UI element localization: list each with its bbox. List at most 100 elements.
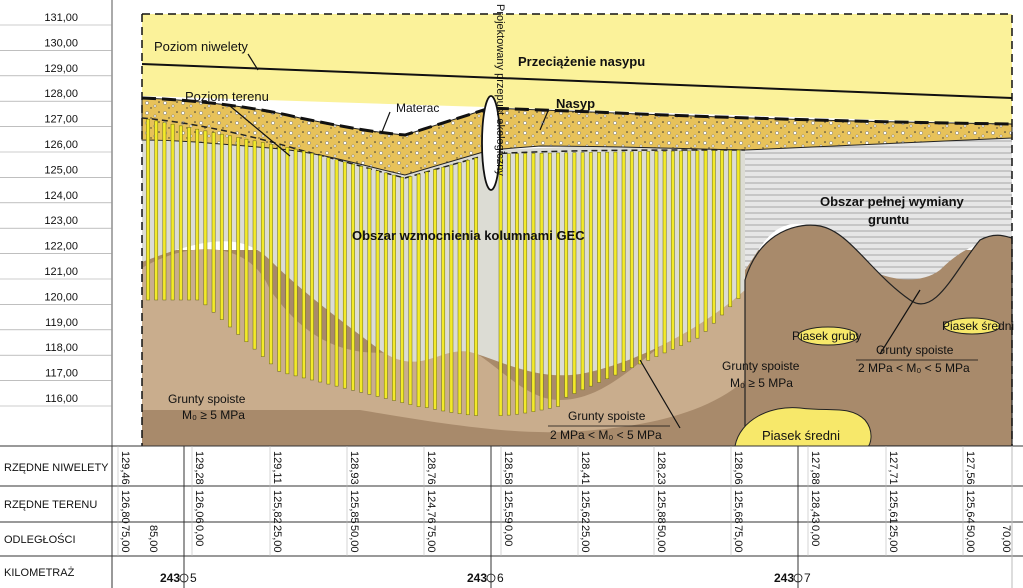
elevation-label: 131,00 bbox=[44, 12, 78, 24]
gec-column bbox=[236, 137, 241, 335]
gec-column bbox=[670, 150, 675, 350]
elevation-label: 118,00 bbox=[45, 342, 78, 354]
gec-column bbox=[228, 135, 232, 328]
elevation-label: 117,00 bbox=[45, 368, 78, 380]
culvert-label: Projektowany przepust ekologiczny bbox=[494, 4, 506, 176]
gec-column bbox=[219, 133, 224, 320]
ground-elevation-cell: 124,76 bbox=[425, 490, 437, 524]
gec-column bbox=[408, 176, 413, 405]
ground-level-label: Poziom terenu bbox=[185, 89, 269, 104]
grade-elevation-cell: 129,11 bbox=[271, 451, 283, 484]
distance-cell: 50,00 bbox=[348, 525, 360, 553]
gec-column bbox=[195, 128, 200, 301]
drawing-labels: Poziom niwelety Przeciążenie nasypu Pozi… bbox=[154, 4, 1014, 443]
embankment-label: Nasyp bbox=[556, 96, 595, 111]
gec-columns bbox=[146, 118, 741, 416]
gec-column bbox=[310, 152, 314, 381]
gec-column bbox=[351, 163, 355, 391]
sand-lens-coarse bbox=[797, 326, 859, 346]
sand-lens-medium bbox=[943, 317, 1001, 335]
medium-sand-label-large: Piasek średni bbox=[762, 428, 840, 443]
cohesive-left-line1: Grunty spoiste bbox=[168, 392, 246, 406]
chainage-hm: 7 bbox=[804, 571, 811, 585]
gec-column bbox=[178, 125, 183, 301]
distance-cell: 70,00 bbox=[1000, 525, 1012, 553]
grade-level-label: Poziom niwelety bbox=[154, 39, 248, 54]
replacement-label-line2: gruntu bbox=[868, 212, 909, 227]
gec-column bbox=[654, 151, 659, 357]
row-label-chainage: KILOMETRAŻ bbox=[4, 566, 75, 579]
gec-column bbox=[252, 140, 257, 350]
gec-column bbox=[556, 152, 560, 407]
sand-lens-large bbox=[734, 407, 872, 447]
gec-column bbox=[613, 151, 618, 376]
elevation-label: 122,00 bbox=[44, 241, 78, 253]
chainage-marker-icon bbox=[179, 573, 189, 583]
ground-elevation-cell: 125,61 bbox=[887, 490, 899, 524]
gec-column bbox=[498, 153, 503, 416]
ground-elevation-cell: 128,43 bbox=[809, 490, 821, 524]
ground-elevation-cell: 125,68 bbox=[732, 490, 744, 524]
gec-column bbox=[375, 170, 380, 397]
elevation-label: 129,00 bbox=[44, 63, 78, 75]
row-label-ground: RZĘDNE TERENU bbox=[4, 499, 97, 511]
distance-cell: 0,00 bbox=[809, 525, 821, 546]
elevation-scale: 131,00 130,00 129,00 128,00 127,00 126,00 125,… bbox=[0, 0, 113, 446]
replacement-label-line1: Obszar pełnej wymiany bbox=[820, 194, 965, 209]
gec-column bbox=[301, 150, 306, 379]
section-boundary bbox=[142, 13, 1013, 446]
gec-column bbox=[588, 152, 593, 387]
grade-line bbox=[141, 63, 1013, 99]
gec-column bbox=[277, 145, 282, 372]
ground-elevation-cell: 126,06 bbox=[193, 490, 205, 524]
distance-cell: 25,00 bbox=[579, 525, 591, 553]
grade-elevation-cell: 128,58 bbox=[502, 451, 514, 485]
distance-cell: 50,00 bbox=[964, 525, 976, 553]
full-replacement-area bbox=[745, 138, 1012, 280]
elevation-label: 116,00 bbox=[45, 393, 78, 405]
gec-column bbox=[580, 152, 585, 391]
gec-column bbox=[605, 151, 610, 380]
gec-column bbox=[367, 168, 372, 395]
embankment-outline bbox=[141, 96, 1013, 137]
grade-elevation-cell: 128,93 bbox=[348, 451, 360, 485]
chainage-km: 243 bbox=[467, 571, 487, 585]
gec-column bbox=[523, 153, 528, 414]
gec-column bbox=[293, 148, 298, 377]
gec-column bbox=[211, 132, 216, 313]
gec-column bbox=[474, 157, 478, 416]
grade-elevation-cell: 127,88 bbox=[809, 451, 821, 485]
gec-column bbox=[269, 143, 273, 365]
grade-elevation-cell: 128,41 bbox=[579, 451, 591, 485]
elevation-label: 126,00 bbox=[44, 139, 78, 151]
cohesive-soil-soft-layer bbox=[142, 249, 745, 433]
grade-elevation-cell: 128,23 bbox=[655, 451, 667, 485]
grade-elevation-cell: 127,71 bbox=[887, 451, 899, 485]
cohesive-right-line2: M₀ ≥ 5 MPa bbox=[730, 376, 793, 390]
gec-column bbox=[572, 152, 577, 394]
gec-column bbox=[539, 152, 544, 411]
ground-elevation-cell: 125,62 bbox=[579, 490, 591, 524]
elevation-label: 130,00 bbox=[44, 37, 78, 49]
gec-column bbox=[531, 153, 536, 412]
culvert-icon bbox=[481, 95, 501, 191]
profile-data-table: 129,46 129,28 129,11 128,93 128,76 128,58 128,… bbox=[0, 445, 1023, 588]
gec-column bbox=[424, 171, 429, 408]
gec-column bbox=[334, 159, 339, 387]
coarse-sand-label: Piasek gruby bbox=[792, 329, 861, 343]
elevation-label: 119,00 bbox=[45, 317, 78, 329]
gec-column bbox=[170, 123, 175, 301]
gec-column bbox=[326, 157, 331, 385]
ground-elevation-cell: 125,85 bbox=[348, 490, 360, 524]
ground-elevation-cell: 126,80 bbox=[119, 490, 131, 524]
gec-column bbox=[359, 166, 364, 393]
gec-column bbox=[416, 173, 421, 407]
gec-column bbox=[441, 166, 446, 412]
elevation-label: 123,00 bbox=[44, 215, 78, 227]
row-label-distances: ODLEGŁOŚCI bbox=[4, 533, 76, 546]
chainage-marker-icon bbox=[793, 573, 803, 583]
gec-column bbox=[449, 164, 454, 413]
distance-cell: 85,00 bbox=[147, 525, 159, 553]
gec-column bbox=[515, 153, 519, 415]
